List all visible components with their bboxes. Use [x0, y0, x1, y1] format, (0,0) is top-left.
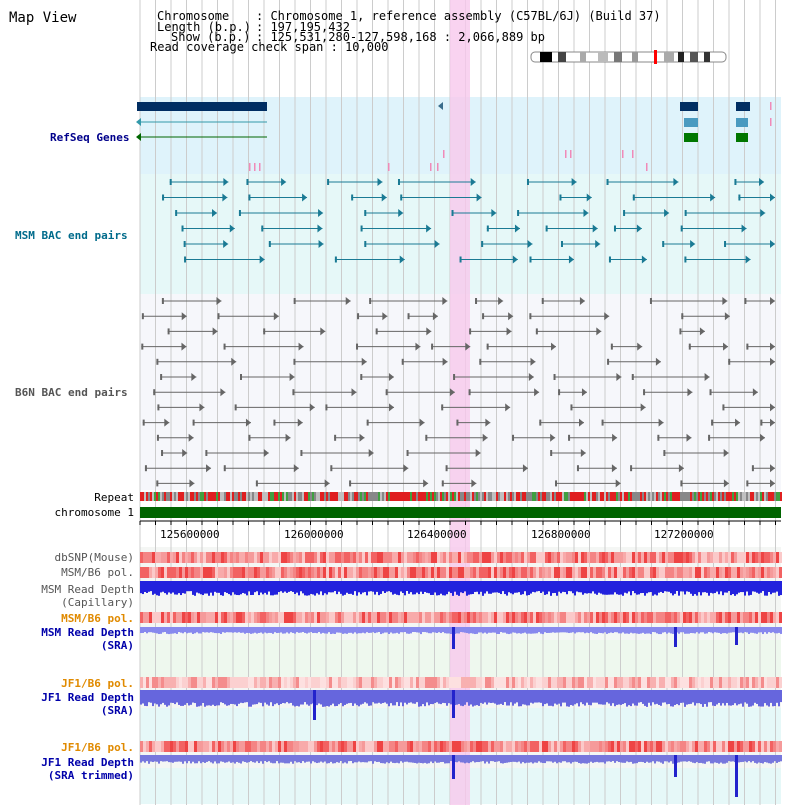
- repeat-label: Repeat: [94, 491, 134, 504]
- refseq-snp-marks: [249, 102, 772, 171]
- scale-tick-label: 126800000: [531, 528, 591, 541]
- highlight-region: [450, 0, 470, 805]
- jf1-trim-label-1: JF1 Read Depth: [41, 756, 134, 769]
- chromosome-label: chromosome 1: [54, 506, 134, 519]
- scale-tick-label: 125600000: [160, 528, 220, 541]
- length-value: : 197,195,432: [256, 20, 350, 34]
- chromosome-ideogram[interactable]: [530, 50, 727, 64]
- show-value: : 125,531,280-127,598,168 : 2,066,889 bp: [256, 30, 545, 44]
- scale-tick-label: 127200000: [654, 528, 714, 541]
- heat-tracks: [140, 552, 782, 752]
- jf1-trim-label-2: (SRA trimmed): [47, 769, 134, 782]
- refseq-genes-label[interactable]: RefSeq Genes: [50, 131, 130, 144]
- chromosome-key: Chromosome: [157, 9, 230, 23]
- msm-depth-sra-label-2: (SRA): [100, 639, 134, 652]
- jf1-depth-label-1: JF1 Read Depth: [41, 691, 134, 704]
- msm-depth-sra-label-1: MSM Read Depth: [41, 626, 134, 639]
- jf1-b6-pol-label: JF1/B6 pol.: [61, 677, 134, 690]
- scale-tick-label: 126400000: [407, 528, 467, 541]
- b6n-bac-end-pairs[interactable]: [141, 297, 775, 488]
- msm-bac-end-pairs[interactable]: [162, 178, 775, 264]
- chromosome-value: : Chromosome 1, reference assembly (C57B…: [256, 9, 661, 23]
- jf1-depth-label-2: (SRA): [100, 704, 134, 717]
- msm-b6-pol-label: MSM/B6 pol.: [61, 566, 134, 579]
- msm-bac-label[interactable]: MSM BAC end pairs: [15, 229, 128, 242]
- refseq-genes[interactable]: [136, 102, 750, 142]
- map-view-title: Map View: [9, 10, 77, 26]
- jf1-b6-pol-label-2: JF1/B6 pol.: [61, 741, 134, 754]
- scale-tick-label: 126000000: [284, 528, 344, 541]
- msm-depth-capillary-label-1: MSM Read Depth: [41, 583, 134, 596]
- length-key: Length (b.p.): [157, 20, 251, 34]
- depth-tracks: [140, 581, 782, 797]
- repeat-track: [140, 492, 782, 501]
- msm-depth-capillary-label-2: (Capillary): [61, 596, 134, 609]
- msm-b6-pol-label-2: MSM/B6 pol.: [61, 612, 134, 625]
- chromosome-bar: [140, 507, 781, 518]
- dbsnp-label: dbSNP(Mouse): [54, 551, 134, 564]
- coverage-span: Read coverage check span : 10,000: [150, 40, 389, 54]
- b6n-bac-label[interactable]: B6N BAC end pairs: [15, 386, 128, 399]
- show-key: Show (b.p.): [171, 30, 251, 44]
